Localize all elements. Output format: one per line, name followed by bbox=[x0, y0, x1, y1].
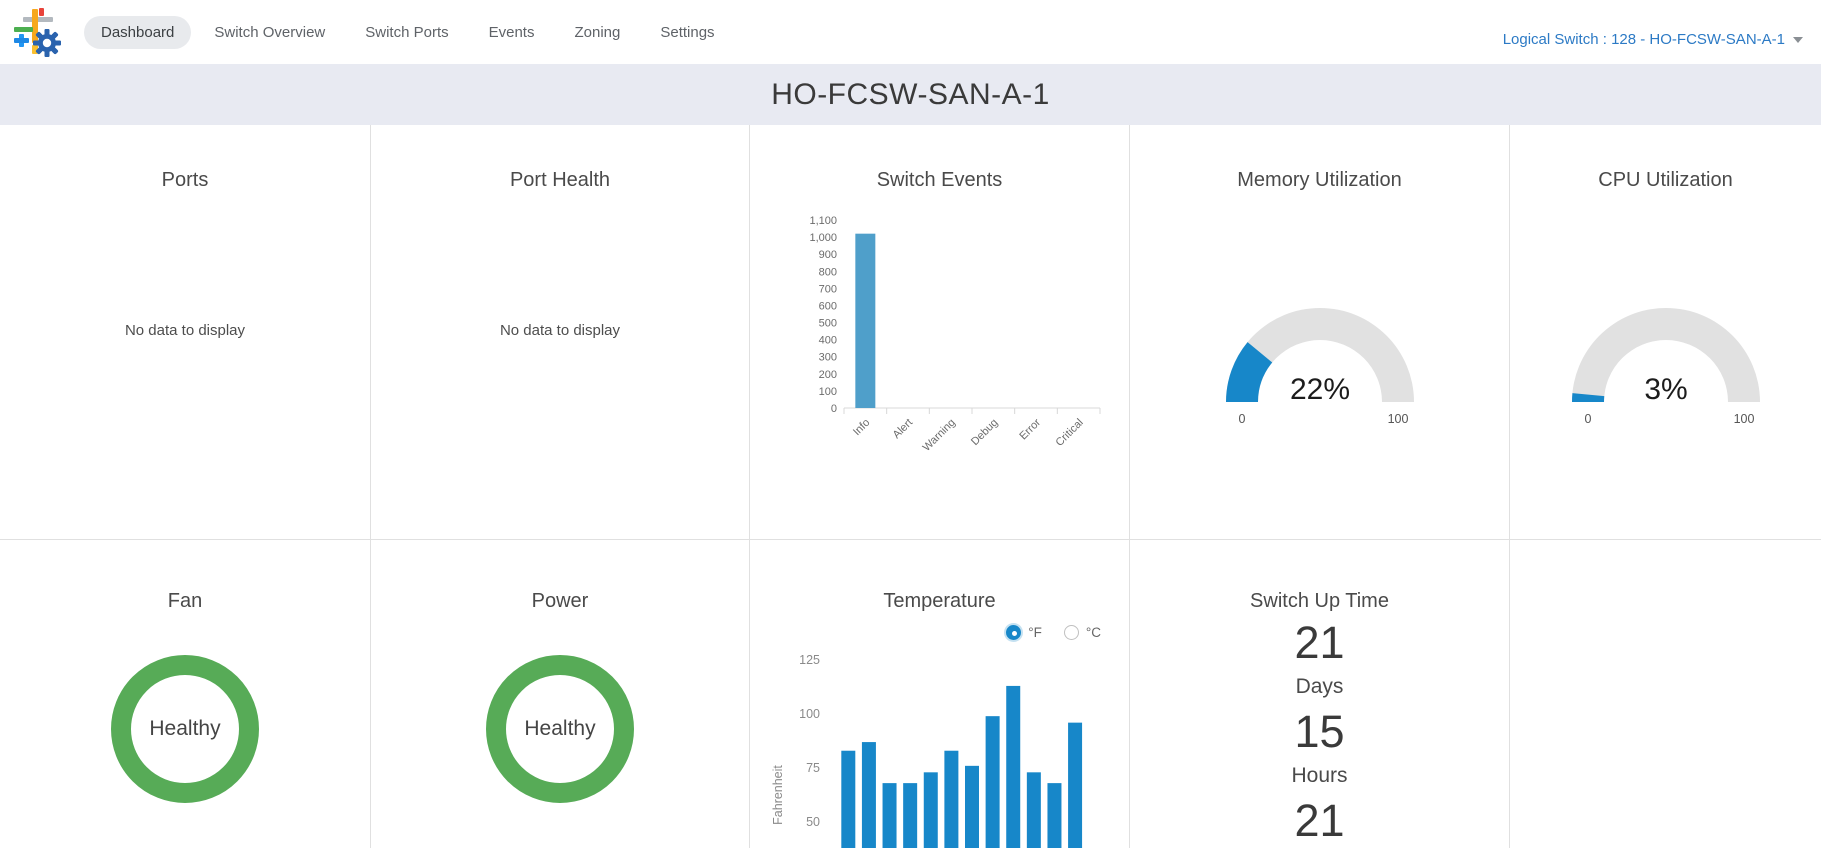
uptime-days-value: 21 bbox=[1294, 617, 1345, 668]
svg-text:1,100: 1,100 bbox=[809, 215, 837, 227]
ports-empty-text: No data to display bbox=[124, 322, 246, 339]
svg-text:Alert: Alert bbox=[891, 417, 915, 441]
panel-fan-title: Fan bbox=[167, 590, 203, 612]
uptime-days-label: Days bbox=[1295, 675, 1344, 698]
radio-fahrenheit[interactable]: °F bbox=[1006, 625, 1042, 640]
svg-text:Info: Info bbox=[851, 417, 872, 438]
logical-switch-selector[interactable]: Logical Switch : 128 - HO-FCSW-SAN-A-1 bbox=[1503, 31, 1803, 48]
gear-icon bbox=[33, 29, 61, 57]
logo-bar-orange bbox=[32, 9, 38, 43]
memory-utilization-gauge: 22% 0 100 bbox=[1207, 296, 1433, 439]
logo-bar-blue-h bbox=[14, 38, 29, 43]
logo-bar-gray bbox=[23, 17, 53, 22]
svg-text:900: 900 bbox=[819, 249, 837, 261]
uptime-hours-value: 15 bbox=[1294, 706, 1345, 757]
svg-text:125: 125 bbox=[799, 653, 820, 667]
panel-cpu-title: CPU Utilization bbox=[1598, 169, 1733, 191]
fan-status-text: Healthy bbox=[149, 717, 221, 740]
svg-text:0: 0 bbox=[831, 403, 837, 415]
panel-cpu-utilization: CPU Utilization 3% 0 100 bbox=[1510, 125, 1821, 540]
page-title: HO-FCSW-SAN-A-1 bbox=[771, 77, 1050, 111]
logo-bar-red bbox=[39, 8, 44, 16]
uptime-minutes-value: 21 bbox=[1294, 795, 1345, 846]
power-health-ring: Healthy bbox=[486, 655, 634, 803]
radio-icon-fahrenheit bbox=[1006, 625, 1022, 640]
svg-text:3%: 3% bbox=[1644, 373, 1687, 406]
svg-text:Warning: Warning bbox=[921, 417, 958, 454]
temperature-bar-chart: 0255075100125Fahrenheit bbox=[764, 640, 1116, 848]
svg-text:Debug: Debug bbox=[969, 417, 1000, 448]
svg-text:22%: 22% bbox=[1289, 373, 1349, 406]
uptime-readout: 21 Days 15 Hours 21 bbox=[1291, 613, 1347, 846]
uptime-hours-label: Hours bbox=[1291, 764, 1348, 787]
svg-text:700: 700 bbox=[819, 283, 837, 295]
svg-text:500: 500 bbox=[819, 318, 837, 330]
svg-text:200: 200 bbox=[819, 369, 837, 381]
logical-switch-label: Logical Switch : 128 - HO-FCSW-SAN-A-1 bbox=[1502, 30, 1785, 48]
tab-events[interactable]: Events bbox=[488, 23, 535, 41]
panel-ports: Ports No data to display bbox=[0, 125, 371, 540]
svg-text:100: 100 bbox=[1387, 412, 1408, 426]
svg-text:Critical: Critical bbox=[1054, 417, 1086, 449]
svg-text:300: 300 bbox=[819, 352, 837, 364]
radio-label-fahrenheit: °F bbox=[1028, 625, 1042, 640]
panel-switch-up-time: Switch Up Time 21 Days 15 Hours 21 bbox=[1130, 540, 1510, 848]
dashboard-grid: Ports No data to display Port Health No … bbox=[0, 125, 1821, 848]
svg-text:0: 0 bbox=[1584, 412, 1591, 426]
svg-text:100: 100 bbox=[799, 707, 820, 721]
svg-text:800: 800 bbox=[819, 266, 837, 278]
switch-events-bar-chart: 0 100 200 300 400 500 600 700 800 900 1,000 1,100 In… bbox=[772, 204, 1107, 471]
switch-title-bar: HO-FCSW-SAN-A-1 bbox=[0, 64, 1821, 125]
svg-text:75: 75 bbox=[806, 761, 820, 775]
power-status-text: Healthy bbox=[524, 717, 596, 740]
radio-celsius[interactable]: °C bbox=[1063, 625, 1101, 640]
nav-tabs: Dashboard Switch Overview Switch Ports E… bbox=[84, 15, 732, 49]
panel-memory-utilization: Memory Utilization 22% 0 100 bbox=[1130, 125, 1510, 540]
temperature-unit-toggle: °F °C bbox=[750, 625, 1129, 640]
panel-power-title: Power bbox=[531, 590, 589, 612]
panel-temperature: Temperature °F °C 0255075100125Fahrenhei… bbox=[750, 540, 1130, 848]
panel-uptime-title: Switch Up Time bbox=[1250, 590, 1389, 612]
logo-bar-green bbox=[14, 27, 33, 32]
panel-power: Power Healthy bbox=[371, 540, 750, 848]
top-navbar: Dashboard Switch Overview Switch Ports E… bbox=[0, 0, 1821, 64]
panel-temperature-title: Temperature bbox=[883, 590, 996, 612]
panel-fan: Fan Healthy bbox=[0, 540, 371, 848]
tab-settings[interactable]: Settings bbox=[660, 23, 715, 41]
svg-text:1,000: 1,000 bbox=[809, 232, 837, 244]
panel-switch-events: Switch Events 0 100 200 300 400 500 600 700 800 9… bbox=[750, 125, 1130, 540]
svg-text:Error: Error bbox=[1017, 416, 1043, 442]
panel-port-health: Port Health No data to display bbox=[371, 125, 750, 540]
svg-text:100: 100 bbox=[819, 386, 837, 398]
panel-ports-title: Ports bbox=[161, 169, 209, 191]
svg-text:400: 400 bbox=[819, 335, 837, 347]
panel-empty bbox=[1510, 540, 1821, 848]
tab-zoning[interactable]: Zoning bbox=[574, 23, 621, 41]
fan-health-ring: Healthy bbox=[111, 655, 259, 803]
tab-switch-ports[interactable]: Switch Ports bbox=[365, 23, 449, 41]
tab-dashboard[interactable]: Dashboard bbox=[84, 15, 192, 49]
cpu-utilization-gauge: 3% 0 100 bbox=[1553, 296, 1779, 439]
panel-port-health-title: Port Health bbox=[509, 169, 611, 191]
svg-text:0: 0 bbox=[1238, 412, 1245, 426]
radio-icon-celsius bbox=[1063, 625, 1079, 640]
port-health-empty-text: No data to display bbox=[499, 322, 621, 339]
logo-bar-yellow bbox=[32, 45, 38, 54]
app-logo bbox=[12, 7, 61, 57]
tab-switch-overview[interactable]: Switch Overview bbox=[214, 23, 326, 41]
panel-switch-events-title: Switch Events bbox=[876, 169, 1003, 191]
svg-text:50: 50 bbox=[806, 815, 820, 829]
panel-memory-title: Memory Utilization bbox=[1237, 169, 1402, 191]
radio-label-celsius: °C bbox=[1085, 625, 1101, 640]
chevron-down-icon bbox=[1793, 37, 1803, 43]
svg-text:100: 100 bbox=[1733, 412, 1754, 426]
svg-text:Fahrenheit: Fahrenheit bbox=[771, 765, 785, 825]
svg-text:600: 600 bbox=[819, 300, 837, 312]
